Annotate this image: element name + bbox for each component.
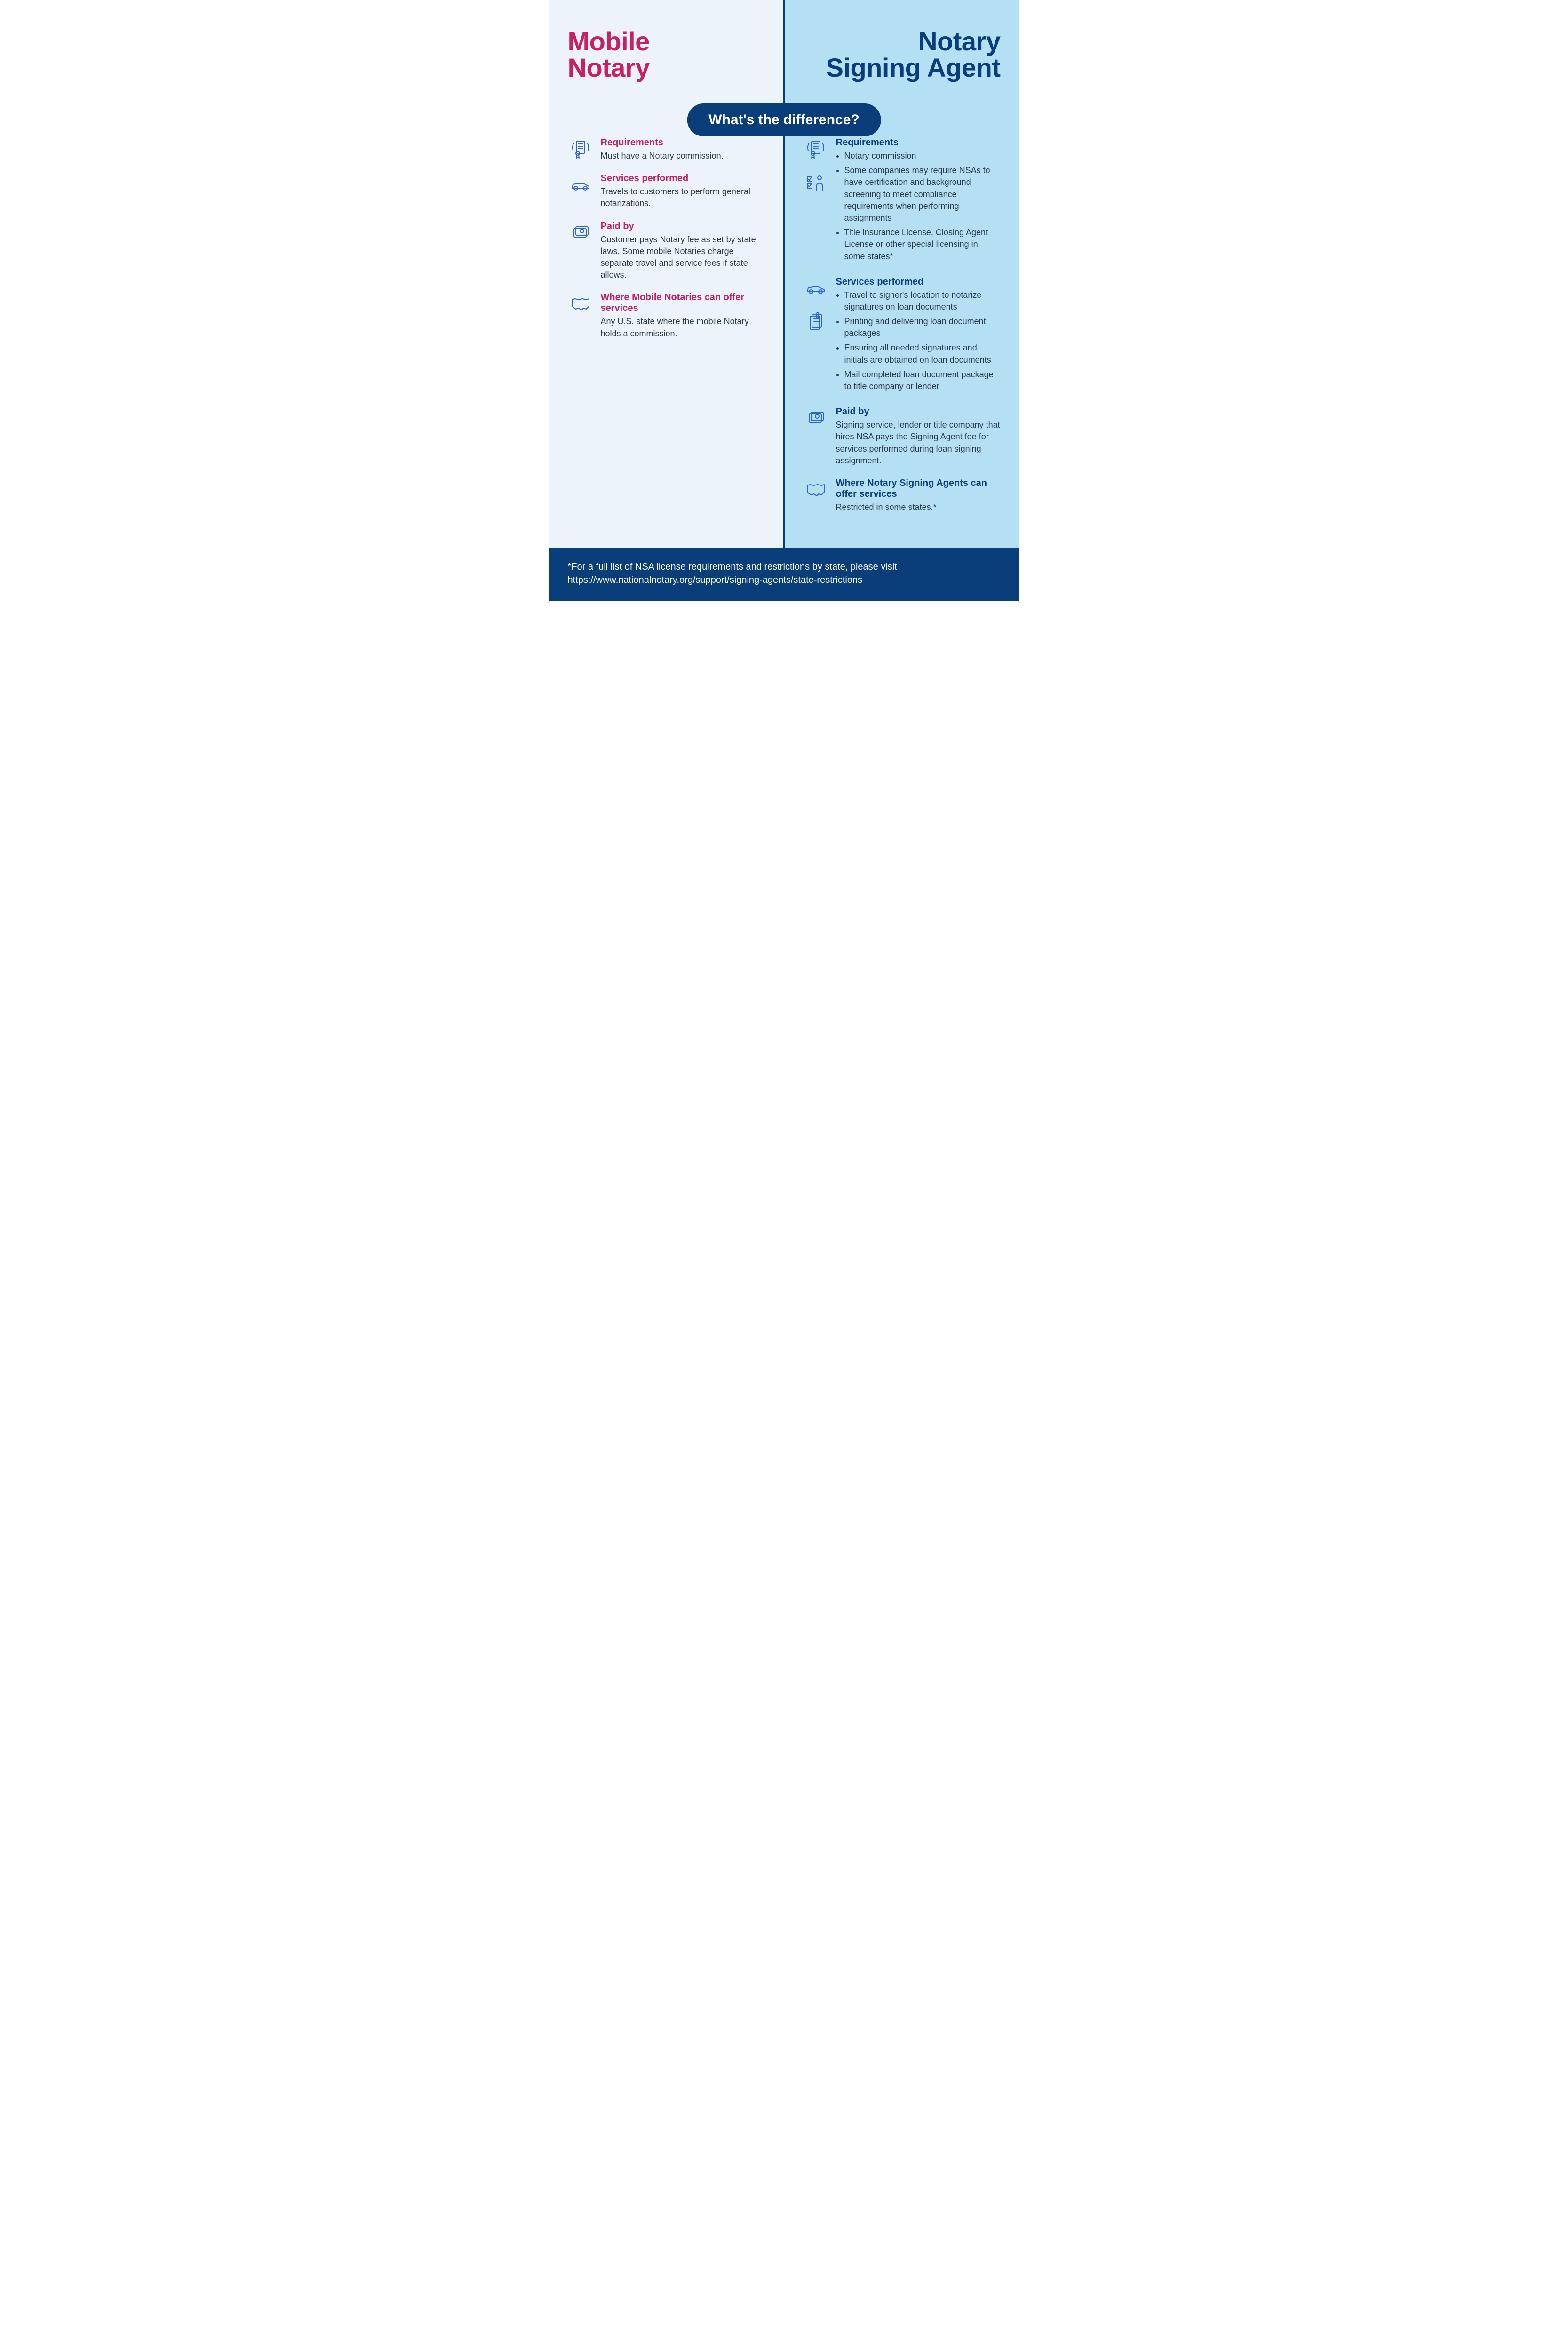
right-services: Services performed Travel to signer's lo… <box>803 277 1001 396</box>
right-paid-heading: Paid by <box>836 406 1001 417</box>
right-where-body: Restricted in some states.* <box>836 501 1001 513</box>
left-title: MobileNotary <box>568 28 765 81</box>
list-item: Ensuring all needed signatures and initi… <box>844 342 1001 366</box>
right-req-list: Notary commission Some companies may req… <box>836 150 1001 262</box>
money-icon <box>569 222 592 245</box>
left-where: Where Mobile Notaries can offer services… <box>568 292 765 339</box>
left-services: Services performed Travels to customers … <box>568 173 765 209</box>
comparison-columns: What's the difference? MobileNotary Requ… <box>549 0 1019 548</box>
checklist-person-icon <box>804 172 827 195</box>
right-title: NotarySigning Agent <box>803 28 1001 81</box>
infographic: What's the difference? MobileNotary Requ… <box>549 0 1019 601</box>
right-requirements: Requirements Notary commission Some comp… <box>803 137 1001 265</box>
certificate-icon <box>804 138 827 161</box>
list-item: Travel to signer's location to notarize … <box>844 289 1001 313</box>
right-serv-heading: Services performed <box>836 277 1001 287</box>
left-serv-heading: Services performed <box>601 173 765 184</box>
left-paid-body: Customer pays Notary fee as set by state… <box>601 234 765 281</box>
footer-line2: https://www.nationalnotary.org/support/s… <box>568 573 1001 587</box>
difference-pill: What's the difference? <box>687 103 881 136</box>
right-req-heading: Requirements <box>836 137 1001 148</box>
car-icon <box>569 174 592 197</box>
money-icon <box>804 407 827 430</box>
list-item: Notary commission <box>844 150 1001 162</box>
left-paid-heading: Paid by <box>601 221 765 232</box>
center-divider <box>783 0 785 548</box>
left-req-heading: Requirements <box>601 137 765 148</box>
left-serv-body: Travels to customers to perform general … <box>601 186 765 209</box>
footer-line1: *For a full list of NSA license requirem… <box>568 560 1001 573</box>
right-where-heading: Where Notary Signing Agents can offer se… <box>836 478 1001 500</box>
list-item: Printing and delivering loan document pa… <box>844 316 1001 339</box>
car-icon <box>804 278 827 300</box>
right-paid: Paid by Signing service, lender or title… <box>803 406 1001 467</box>
left-requirements: Requirements Must have a Notary commissi… <box>568 137 765 162</box>
right-serv-list: Travel to signer's location to notarize … <box>836 289 1001 393</box>
right-paid-body: Signing service, lender or title company… <box>836 419 1001 467</box>
left-where-body: Any U.S. state where the mobile Notary h… <box>601 316 765 339</box>
left-where-heading: Where Mobile Notaries can offer services <box>601 292 765 314</box>
list-item: Some companies may require NSAs to have … <box>844 165 1001 224</box>
right-column: NotarySigning Agent Requirements Notary … <box>784 0 1019 548</box>
footer: *For a full list of NSA license requirem… <box>549 548 1019 601</box>
list-item: Mail completed loan document package to … <box>844 369 1001 392</box>
usa-map-icon <box>804 479 827 501</box>
list-item: Title Insurance License, Closing Agent L… <box>844 227 1001 262</box>
right-where: Where Notary Signing Agents can offer se… <box>803 478 1001 513</box>
left-req-body: Must have a Notary commission. <box>601 150 765 162</box>
certificate-icon <box>569 138 592 161</box>
usa-map-icon <box>569 293 592 316</box>
documents-clip-icon <box>804 311 827 334</box>
left-column: MobileNotary Requirements Must have a No… <box>549 0 784 548</box>
left-paid: Paid by Customer pays Notary fee as set … <box>568 221 765 281</box>
